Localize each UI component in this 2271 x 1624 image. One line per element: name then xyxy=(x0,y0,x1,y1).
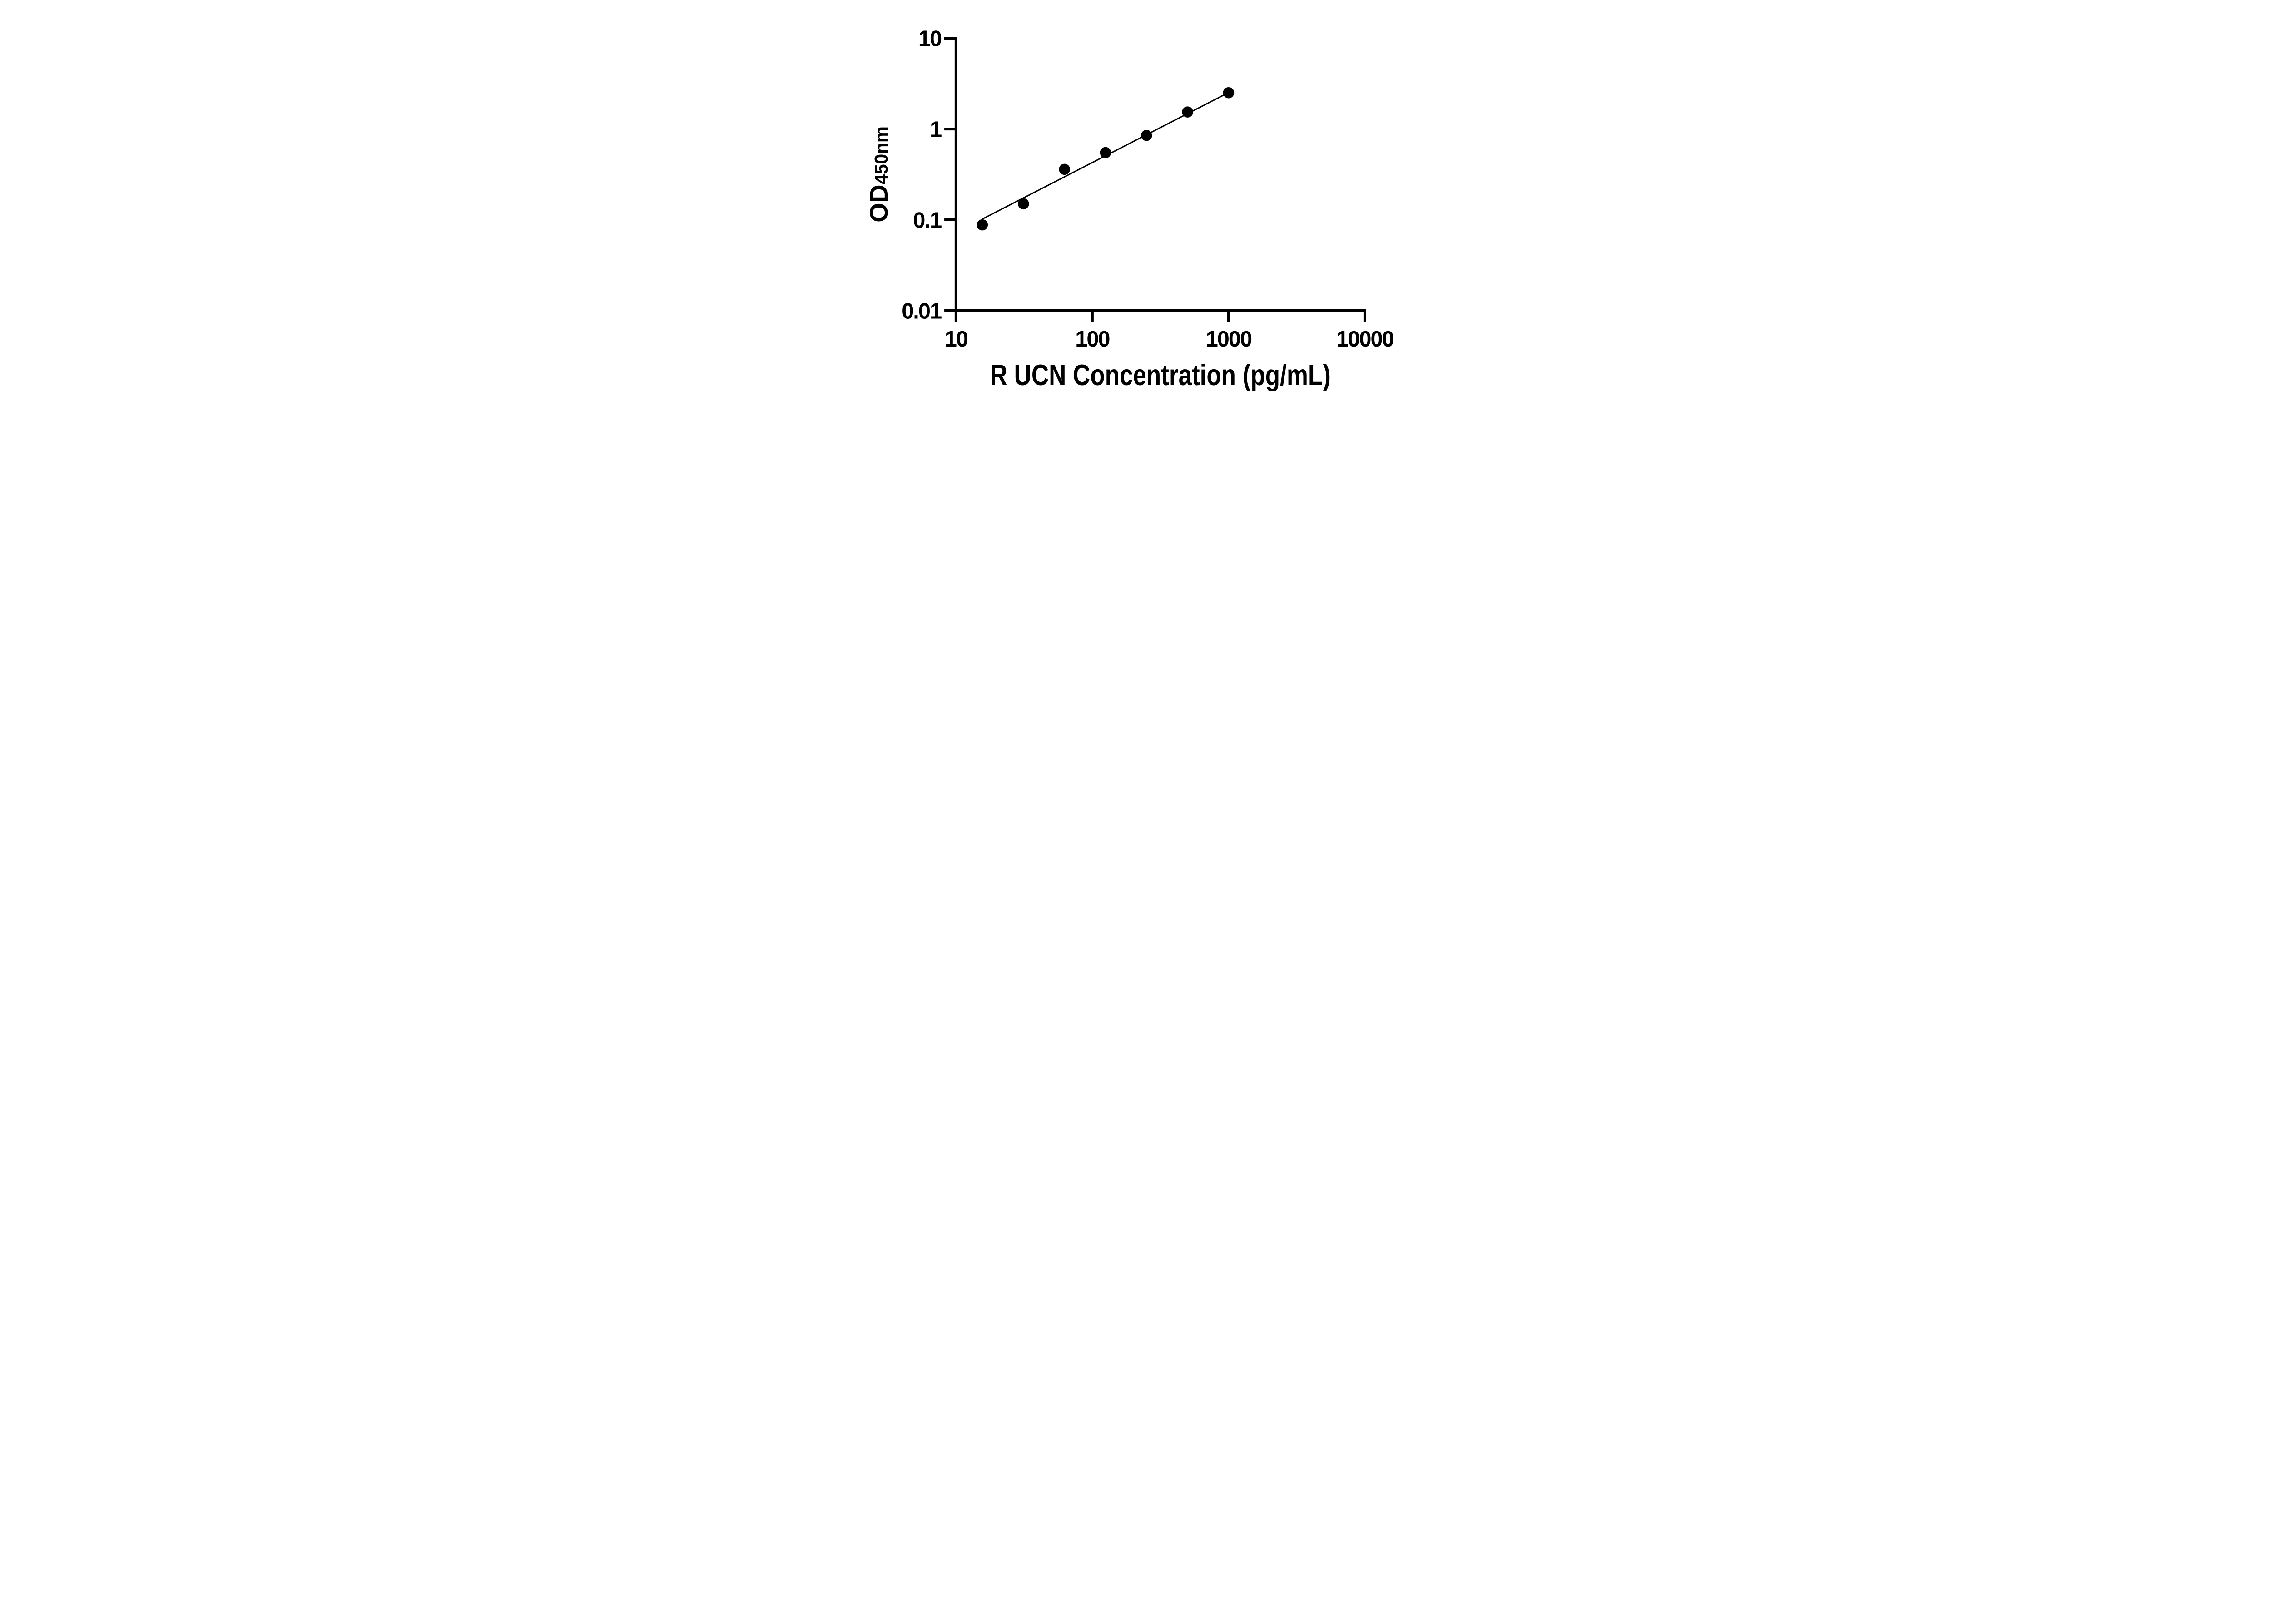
x-axis-tick-label: 1000 xyxy=(1206,327,1252,352)
axis-frame xyxy=(944,37,1366,322)
data-point xyxy=(1100,147,1111,158)
y-axis-tick-label: 10 xyxy=(918,27,942,51)
y-axis-tick-label: 0.01 xyxy=(902,299,942,324)
trend-line xyxy=(982,92,1229,220)
data-point xyxy=(977,219,988,231)
elisa-standard-curve-figure: 10 1 0.1 0.01 10 100 1000 10000 R UCN Concentrat… xyxy=(843,0,1428,406)
y-axis-tick-label: 1 xyxy=(930,118,942,142)
data-point xyxy=(1059,163,1070,175)
x-axis-tick-label: 10000 xyxy=(1336,327,1393,352)
y-axis-title: OD450nm xyxy=(865,126,893,223)
x-axis-tick-label: 10 xyxy=(945,327,968,352)
x-axis-title: R UCN Concentration (pg/mL) xyxy=(990,358,1331,391)
x-axis-tick-label: 100 xyxy=(1075,327,1110,352)
y-axis-tick-label: 0.1 xyxy=(913,208,942,233)
data-point xyxy=(1018,198,1029,210)
